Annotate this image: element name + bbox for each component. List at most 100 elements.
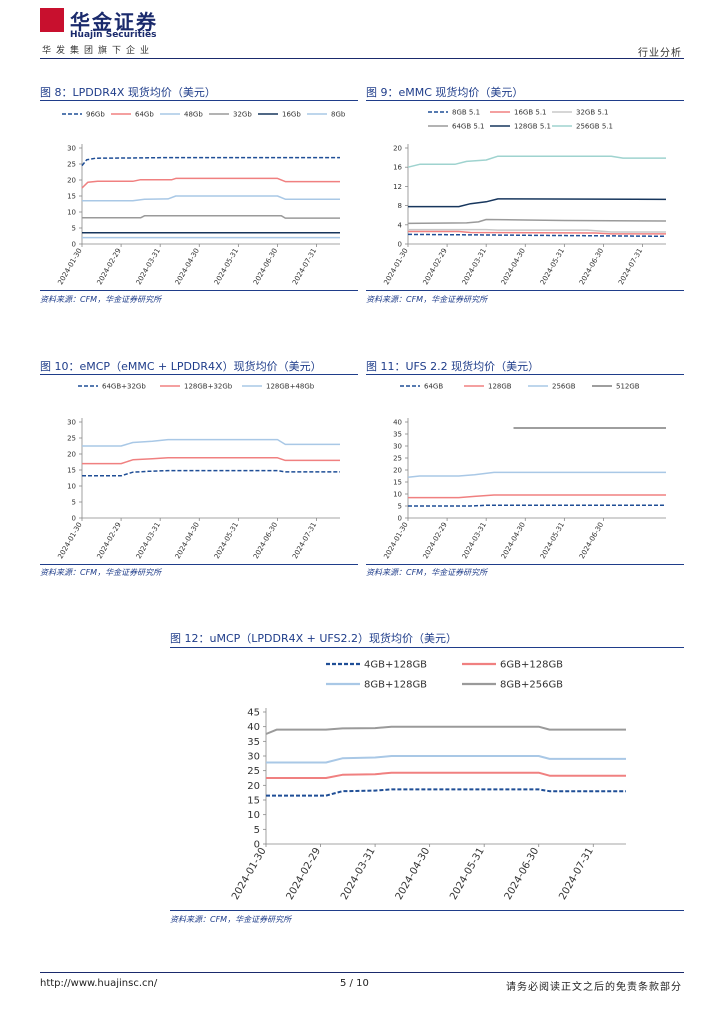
header-divider	[40, 58, 684, 59]
fig8-y-tick-label: 25	[67, 160, 76, 168]
company-logo-mark	[40, 8, 64, 32]
fig12-title: 图 12：uMCP（LPDDR4X + UFS2.2）现货均价（美元）	[170, 632, 458, 645]
fig10-x-tick-label: 2024-02-29	[96, 521, 123, 560]
fig12-chart: 4GB+128GB 6GB+128GB 8GB+128GB 8GB+256GB 0 5 10…	[230, 660, 626, 902]
fig9-series-line	[407, 233, 667, 238]
fig8-legend-label: 64Gb	[135, 111, 154, 119]
fig11-source-rule	[366, 564, 684, 565]
fig9-title: 图 9：eMMC 现货均价（美元）	[366, 86, 524, 99]
fig10-x-tick-label: 2024-06-30	[252, 521, 279, 560]
fig11-x-tick-label: 2024-02-29	[422, 521, 449, 560]
fig9-series-line	[408, 228, 666, 233]
fig8-x-tick-label: 2024-07-31	[291, 247, 318, 286]
fig9-y-tick-label: 8	[398, 202, 402, 210]
fig9-x-tick-label: 2024-04-30	[500, 247, 527, 286]
fig10-chart: 64GB+32Gb 128GB+32Gb 128GB+48Gb 0 5 10 15 20 25 3…	[56, 383, 340, 560]
fig10-y-tick-label: 0	[72, 514, 76, 522]
fig11-x-tick-label: 2024-04-30	[500, 521, 527, 560]
fig11-y-tick-label: 20	[393, 466, 402, 474]
company-logo-text: 华金证券	[70, 10, 158, 34]
fig12-series-line	[266, 771, 626, 779]
fig9-x-tick-label: 2024-03-31	[461, 247, 488, 286]
fig10-x-tick-label: 2024-04-30	[174, 521, 201, 560]
fig10-y-tick-label: 20	[67, 450, 76, 458]
fig8-y-tick-label: 15	[67, 192, 76, 200]
fig8-x-tick-label: 2024-02-29	[96, 247, 123, 286]
fig8-y-tick-label: 30	[67, 144, 76, 152]
page-header: 华金证券 Huajin Securities 华发集团旗下企业 行业分析	[0, 0, 724, 62]
fig8-chart: 96Gb 64Gb 48Gb 32Gb 16Gb 8Gb 0 5 10 15 20 25 30 2024-…	[56, 111, 345, 287]
fig12-x-tick-label: 2024-06-30	[503, 846, 542, 902]
fig12-legend-label: 8GB+256GB	[500, 680, 563, 691]
fig9-legend-label: 16GB 5.1	[514, 109, 547, 117]
fig9-chart: 8GB 5.1 16GB 5.1 32GB 5.1 64GB 5.1 128GB 5.1…	[382, 109, 667, 286]
fig11-y-tick-label: 10	[393, 490, 402, 498]
fig9-legend-label: 128GB 5.1	[514, 123, 551, 131]
fig10-series-line	[82, 469, 340, 477]
fig11-x-tick-label: 2024-01-30	[382, 521, 409, 560]
fig11-x-tick-label: 2024-05-31	[539, 521, 566, 560]
fig8-source-rule	[40, 290, 358, 291]
fig9-x-tick-label: 2024-05-31	[539, 247, 566, 286]
fig10-y-tick-label: 30	[67, 418, 76, 426]
fig11-y-tick-label: 40	[393, 418, 402, 426]
fig10-x-tick-label: 2024-05-31	[213, 521, 240, 560]
fig8-y-tick-label: 5	[72, 224, 76, 232]
fig9-x-tick-label: 2024-06-30	[578, 247, 605, 286]
fig9-series-line	[408, 230, 666, 235]
company-logo-english: Huajin Securities	[70, 30, 157, 40]
fig10-title: 图 10：eMCP（eMMC + LPDDR4X）现货均价（美元）	[40, 360, 322, 373]
fig12-y-tick-label: 5	[254, 825, 260, 836]
fig8-legend-label: 32Gb	[233, 111, 252, 119]
fig12-legend-label: 6GB+128GB	[500, 660, 563, 671]
fig9-series-line	[407, 155, 666, 168]
fig9-x-tick-label: 2024-07-31	[617, 247, 644, 286]
fig8-x-tick-label: 2024-04-30	[174, 247, 201, 286]
fig8-legend-label: 96Gb	[86, 111, 105, 119]
fig11-y-tick-label: 0	[398, 514, 402, 522]
fig12-x-tick-label: 2024-07-31	[557, 846, 596, 902]
fig9-y-tick-label: 16	[393, 164, 402, 172]
fig9-legend-label: 64GB 5.1	[452, 123, 485, 131]
fig12-x-tick-label: 2024-05-31	[448, 846, 487, 902]
fig11-source: 资料来源：CFM，华金证券研究所	[366, 568, 488, 577]
report-section: 行业分析	[638, 48, 682, 59]
fig8-y-tick-label: 0	[72, 240, 76, 248]
fig12-source-rule	[170, 910, 684, 911]
fig10-legend-label: 128GB+48Gb	[266, 383, 315, 391]
fig10-source-rule	[40, 564, 358, 565]
fig10-legend-label: 128GB+32Gb	[184, 383, 233, 391]
fig9-y-tick-label: 4	[398, 221, 403, 229]
fig12-y-tick-label: 15	[247, 796, 260, 807]
fig9-source-rule	[366, 290, 684, 291]
fig8-x-tick-label: 2024-01-30	[56, 247, 83, 286]
company-tagline: 华发集团旗下企业	[42, 46, 155, 56]
fig10-y-tick-label: 5	[72, 498, 76, 506]
fig12-y-tick-label: 35	[247, 737, 260, 748]
fig11-chart: 64GB 128GB 256GB 512GB 0 5 10 15 20 25 30 35 40 2024-…	[382, 383, 666, 560]
fig10-x-tick-label: 2024-01-30	[56, 521, 83, 560]
fig8-x-tick-label: 2024-06-30	[252, 247, 279, 286]
fig12-series-line	[265, 725, 626, 735]
page-number: 5 / 10	[340, 978, 369, 989]
fig12-x-tick-label: 2024-01-30	[230, 846, 269, 902]
fig8-x-tick-label: 2024-05-31	[213, 247, 240, 286]
fig10-y-tick-label: 25	[67, 434, 76, 442]
fig12-legend-label: 4GB+128GB	[364, 660, 427, 671]
fig10-x-tick-label: 2024-07-31	[291, 521, 318, 560]
fig10-legend-label: 64GB+32Gb	[102, 383, 146, 391]
footer-divider	[40, 972, 684, 973]
fig12-x-tick-label: 2024-02-29	[285, 846, 324, 902]
fig12-series-line	[266, 788, 626, 797]
fig12-y-tick-label: 20	[247, 781, 260, 792]
fig12-y-tick-label: 40	[247, 722, 260, 733]
footer-website-link[interactable]: http://www.huajinsc.cn/	[40, 978, 158, 989]
fig11-title: 图 11：UFS 2.2 现货均价（美元）	[366, 360, 540, 373]
fig8-source: 资料来源：CFM，华金证券研究所	[40, 295, 162, 304]
fig12-x-tick-label: 2024-04-30	[394, 846, 433, 902]
fig9-source: 资料来源：CFM，华金证券研究所	[366, 295, 488, 304]
fig8-series-line	[82, 195, 340, 202]
fig9-x-tick-label: 2024-01-30	[382, 247, 409, 286]
fig11-y-tick-label: 25	[393, 454, 402, 462]
fig9-y-tick-label: 12	[393, 183, 402, 191]
